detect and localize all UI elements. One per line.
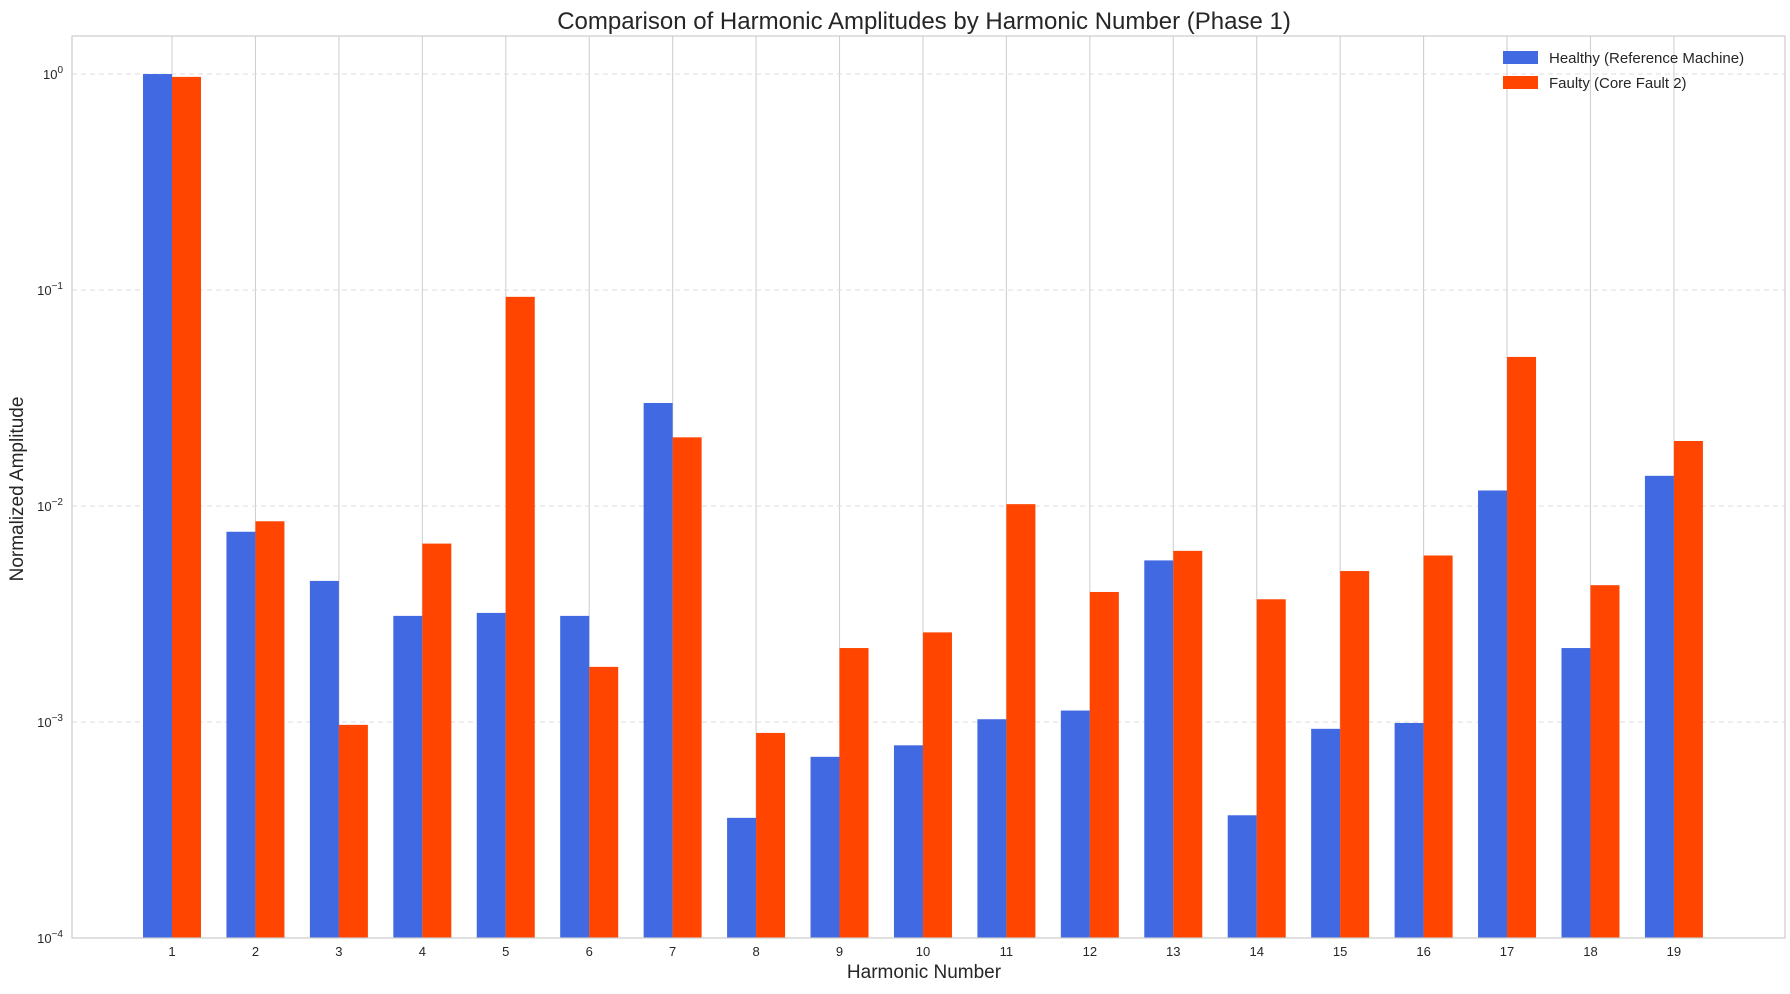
x-tick-label: 2	[252, 944, 259, 959]
x-tick-label: 8	[752, 944, 759, 959]
x-tick-label: 15	[1333, 944, 1347, 959]
x-tick-label: 11	[1000, 944, 1014, 959]
healthy-bar-4	[393, 615, 423, 938]
legend: Healthy (Reference Machine) Faulty (Core …	[1503, 50, 1744, 92]
tick-layer: 1 2 3 4 5 6 7 8 9 10 11 12 13 14 15 16 17 18 1910−410−310−…	[37, 65, 1681, 959]
x-tick-label: 3	[335, 944, 342, 959]
faulty-bar-2	[255, 521, 285, 938]
chart-title: Comparison of Harmonic Amplitudes by Har…	[557, 8, 1291, 35]
faulty-bar-13	[1173, 550, 1203, 938]
x-tick-label: 17	[1500, 944, 1514, 959]
faulty-bar-1	[172, 76, 201, 938]
faulty-legend-label: Faulty (Core Fault 2)	[1549, 75, 1687, 92]
x-tick-label: 16	[1416, 944, 1430, 959]
faulty-bar-6	[589, 666, 619, 938]
y-tick-label: 100	[43, 65, 63, 82]
y-tick-label: 10−2	[37, 497, 63, 514]
healthy-bar-9	[810, 756, 840, 938]
x-tick-label: 7	[669, 944, 676, 959]
faulty-bar-14	[1256, 599, 1286, 938]
faulty-bar-11	[1006, 504, 1036, 938]
x-tick-label: 9	[836, 944, 843, 959]
x-tick-label: 14	[1249, 944, 1263, 959]
faulty-bar-12	[1089, 591, 1119, 938]
x-tick-label: 13	[1166, 944, 1180, 959]
healthy-legend-swatch	[1503, 51, 1538, 64]
faulty-bar-15	[1340, 571, 1370, 938]
y-axis-label: Normalized Amplitude	[7, 397, 28, 582]
faulty-bar-3	[338, 724, 368, 938]
healthy-bar-13	[1144, 560, 1174, 938]
faulty-bar-7	[672, 437, 702, 938]
healthy-bar-12	[1060, 710, 1090, 938]
x-tick-label: 19	[1667, 944, 1681, 959]
faulty-bar-18	[1590, 585, 1620, 938]
x-axis-label: Harmonic Number	[847, 962, 1002, 983]
healthy-bar-7	[643, 402, 673, 938]
healthy-bar-3	[309, 580, 339, 938]
healthy-bar-5	[476, 612, 506, 938]
healthy-bar-17	[1478, 490, 1508, 938]
healthy-bar-10	[893, 745, 923, 938]
plot-frame	[71, 35, 1786, 939]
faulty-bar-16	[1423, 555, 1453, 938]
healthy-bar-19	[1644, 475, 1674, 938]
faulty-bar-8	[756, 732, 786, 938]
y-tick-label: 10−3	[37, 713, 63, 730]
healthy-legend-label: Healthy (Reference Machine)	[1549, 50, 1744, 67]
bar-layer	[143, 74, 1703, 939]
faulty-legend-swatch	[1503, 76, 1538, 89]
x-tick-label: 18	[1583, 944, 1597, 959]
y-tick-label: 10−1	[37, 281, 63, 298]
healthy-bar-15	[1311, 728, 1341, 938]
healthy-bar-18	[1561, 648, 1591, 938]
x-tick-label: 5	[502, 944, 509, 959]
healthy-bar-8	[727, 817, 757, 938]
y-tick-label: 10−4	[37, 929, 63, 946]
healthy-bar-1	[143, 74, 172, 939]
x-tick-label: 12	[1083, 944, 1097, 959]
healthy-bar-6	[560, 615, 590, 938]
x-tick-label: 10	[916, 944, 930, 959]
healthy-bar-16	[1394, 722, 1424, 938]
healthy-bar-14	[1227, 815, 1257, 938]
healthy-bar-2	[226, 531, 256, 938]
faulty-bar-10	[922, 632, 952, 938]
x-tick-label: 1	[168, 944, 175, 959]
faulty-bar-17	[1507, 356, 1537, 938]
faulty-bar-19	[1673, 440, 1703, 938]
x-tick-label: 6	[586, 944, 593, 959]
faulty-bar-4	[422, 543, 452, 938]
healthy-bar-11	[977, 719, 1007, 938]
x-tick-label: 4	[419, 944, 426, 959]
faulty-bar-5	[505, 296, 535, 938]
faulty-bar-9	[839, 648, 869, 938]
